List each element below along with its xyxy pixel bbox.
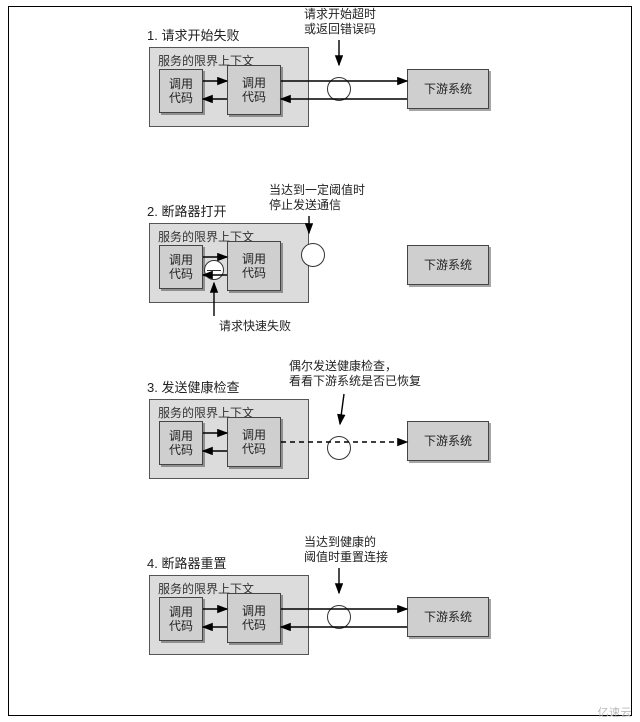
- caller-node: 调用 代码: [159, 597, 203, 641]
- section-title: 3. 发送健康检查: [147, 377, 239, 396]
- section-title: 2. 断路器打开: [147, 201, 226, 220]
- section-2: 2. 断路器打开当达到一定阈值时 停止发送通信服务的限界上下文调用 代码调用 代…: [9, 183, 633, 359]
- section-text: 发送健康检查: [161, 380, 239, 395]
- downstream-node: 下游系统: [407, 597, 489, 637]
- annotation: 当达到一定阈值时 停止发送通信: [269, 183, 365, 213]
- section-title: 1. 请求开始失败: [147, 25, 239, 44]
- caller-node: 调用 代码: [159, 421, 203, 465]
- section-num: 3.: [147, 380, 158, 395]
- callee-node: 调用 代码: [227, 241, 281, 291]
- section-title: 4. 断路器重置: [147, 553, 226, 572]
- section-text: 请求开始失败: [161, 28, 239, 43]
- annotation: 当达到健康的 阈值时重置连接: [304, 535, 388, 565]
- section-num: 1.: [147, 28, 158, 43]
- annotation: 请求开始超时 或返回错误码: [304, 7, 376, 37]
- caller-node: 调用 代码: [159, 245, 203, 289]
- downstream-node: 下游系统: [407, 245, 489, 285]
- breaker-circle: [327, 605, 351, 629]
- downstream-node: 下游系统: [407, 421, 489, 461]
- page-frame: 1. 请求开始失败请求开始超时 或返回错误码服务的限界上下文调用 代码调用 代码…: [8, 6, 632, 716]
- downstream-node: 下游系统: [407, 69, 489, 109]
- annotation: 偶尔发送健康检查， 看看下游系统是否已恢复: [289, 359, 421, 389]
- callee-node: 调用 代码: [227, 65, 281, 115]
- section-text: 断路器打开: [161, 204, 226, 219]
- section-num: 4.: [147, 556, 158, 571]
- section-1: 1. 请求开始失败请求开始超时 或返回错误码服务的限界上下文调用 代码调用 代码…: [9, 7, 633, 183]
- section-3: 3. 发送健康检查偶尔发送健康检查， 看看下游系统是否已恢复服务的限界上下文调用…: [9, 359, 633, 535]
- breaker-circle: [327, 77, 351, 101]
- callee-node: 调用 代码: [227, 417, 281, 467]
- breaker-circle: [327, 436, 351, 460]
- section-text: 断路器重置: [161, 556, 226, 571]
- section-num: 2.: [147, 204, 158, 219]
- caller-node: 调用 代码: [159, 69, 203, 113]
- fail-fast-circle: [204, 260, 224, 280]
- fail-fast-annotation: 请求快速失败: [219, 319, 291, 334]
- callee-node: 调用 代码: [227, 593, 281, 643]
- breaker-circle: [301, 243, 325, 267]
- watermark: 亿速云: [598, 704, 633, 720]
- section-4: 4. 断路器重置当达到健康的 阈值时重置连接服务的限界上下文调用 代码调用 代码…: [9, 535, 633, 711]
